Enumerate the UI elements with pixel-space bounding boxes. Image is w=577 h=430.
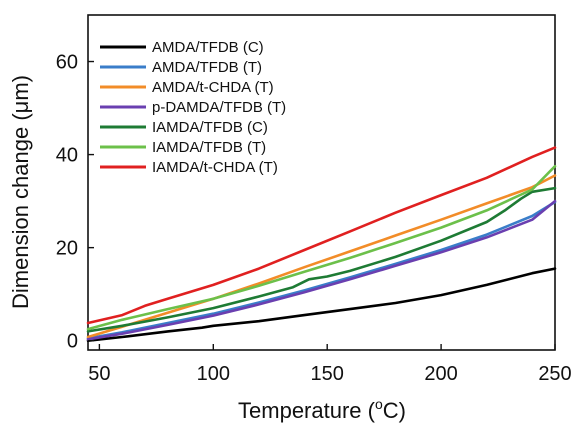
x-tick-label: 100: [197, 363, 230, 385]
legend-label: p-DAMDA/TFDB (T): [152, 99, 286, 116]
legend-label: AMDA/TFDB (T): [152, 59, 262, 76]
legend-label: IAMDA/TFDB (T): [152, 139, 266, 156]
x-tick-label: 200: [424, 363, 457, 385]
y-tick-label: 40: [56, 145, 78, 167]
legend-label: AMDA/TFDB (C): [152, 39, 264, 56]
series-line: [86, 186, 557, 333]
y-tick-label: 0: [67, 331, 78, 353]
legend-label: IAMDA/TFDB (C): [152, 119, 268, 136]
series-line: [86, 174, 557, 339]
series-line: [86, 200, 557, 340]
x-tick-label: 50: [88, 363, 110, 385]
ticks-layer: 50 100 150 200 250 0 20 40 60: [56, 52, 572, 385]
legend: AMDA/TFDB (C) AMDA/TFDB (T) AMDA/t-CHDA (T…: [100, 39, 286, 176]
series-line: [86, 146, 557, 325]
plot-frame: [87, 14, 556, 351]
y-tick-label: 60: [56, 52, 78, 74]
series-line: [86, 267, 557, 343]
legend-label: IAMDA/t-CHDA (T): [152, 159, 278, 176]
legend-label: AMDA/t-CHDA (T): [152, 79, 274, 96]
series-layer: [86, 146, 557, 343]
x-tick-label: 150: [311, 363, 344, 385]
x-tick-label: 250: [538, 363, 571, 385]
x-axis-title: Temperature (oC): [238, 396, 406, 423]
plot-area: [87, 14, 556, 351]
series-line: [86, 199, 557, 341]
y-axis-title: Dimension change (μm): [8, 75, 33, 309]
series-line: [86, 164, 557, 331]
y-tick-label: 20: [56, 238, 78, 260]
